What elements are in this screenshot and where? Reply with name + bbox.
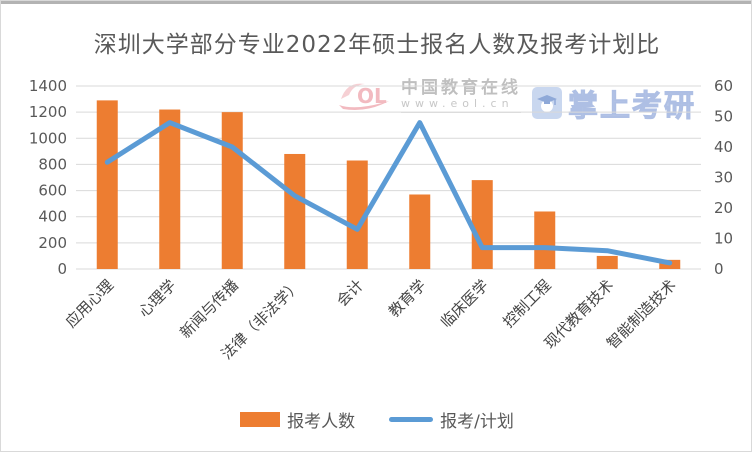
legend-item-applicants: 报考人数 [240, 407, 355, 432]
right-axis-tick: 30 [714, 169, 733, 187]
right-axis-tick: 60 [714, 77, 733, 95]
left-axis-tick: 0 [57, 260, 67, 278]
bar-会计 [346, 160, 368, 269]
legend-label-ratio: 报考/计划 [440, 412, 514, 432]
bar-教育学 [409, 194, 431, 269]
right-axis-tick: 20 [714, 199, 733, 217]
legend-line-swatch [389, 417, 434, 422]
legend-item-ratio: 报考/计划 [389, 407, 514, 432]
window-top-bar [1, 1, 751, 4]
x-axis-label: 控制工程 [499, 276, 554, 331]
x-axis-label: 新闻与传播 [176, 276, 242, 342]
chart-title: 深圳大学部分专业2022年硕士报名人数及报考计划比 [93, 32, 661, 58]
right-axis-tick: 50 [714, 108, 733, 126]
bar-应用心理 [96, 100, 118, 269]
legend-label-applicants: 报考人数 [287, 412, 356, 432]
x-axis-label: 教育学 [385, 276, 430, 321]
right-axis-tick: 10 [714, 230, 733, 248]
left-axis-tick: 800 [38, 155, 67, 173]
x-axis-label: 应用心理 [62, 276, 117, 331]
left-axis-tick: 600 [38, 182, 67, 200]
left-axis-tick: 1000 [29, 129, 67, 147]
x-axis-label: 临床医学 [437, 276, 492, 331]
right-axis-tick: 40 [714, 138, 733, 156]
bar-心理学 [159, 109, 181, 270]
left-axis-tick: 1200 [29, 103, 67, 121]
right-axis-tick: 0 [714, 260, 724, 278]
chart-legend: 报考人数 报考/计划 [1, 407, 751, 432]
bar-控制工程 [534, 211, 556, 269]
x-axis-label: 心理学 [135, 276, 180, 321]
bar-法律（非法学） [284, 153, 306, 269]
left-axis-tick: 1400 [29, 77, 67, 95]
bar-新闻与传播 [221, 112, 243, 270]
left-axis-tick: 400 [38, 208, 67, 226]
bar-现代教育技术 [596, 255, 618, 269]
ratio-line [104, 120, 673, 266]
bar-临床医学 [471, 180, 493, 269]
legend-bar-swatch [240, 412, 281, 427]
x-axis-label: 会计 [333, 276, 367, 310]
left-axis-tick: 200 [38, 234, 67, 252]
